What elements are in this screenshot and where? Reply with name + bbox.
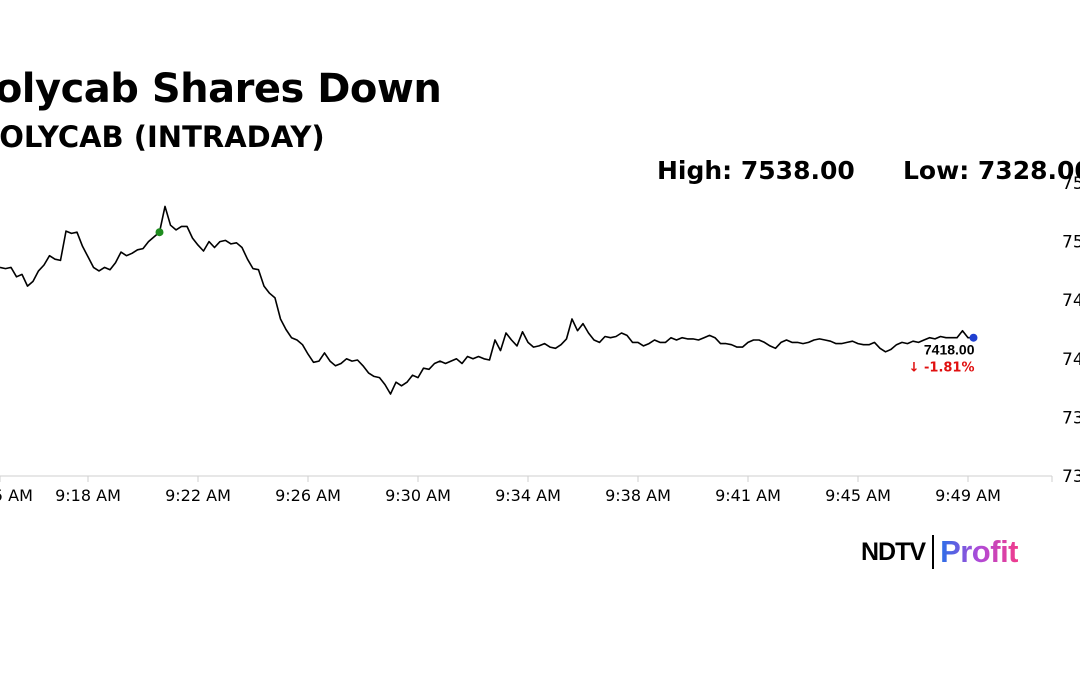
change-percent-label: ↓ -1.81% bbox=[909, 361, 975, 376]
price-series-line bbox=[0, 205, 974, 395]
x-tick-label: 9:45 AM bbox=[825, 486, 891, 505]
high-point-marker bbox=[155, 228, 164, 237]
x-tick-label: 9:22 AM bbox=[165, 486, 231, 505]
logo-ndtv-text: NDTV bbox=[861, 537, 926, 566]
y-tick-label: 7550 bbox=[1062, 174, 1080, 194]
x-tick-label: 9:49 AM bbox=[935, 486, 1001, 505]
y-tick-label: 7300 bbox=[1062, 467, 1080, 487]
x-tick-label: 9:30 AM bbox=[385, 486, 451, 505]
x-tick-label: 9:15 AM bbox=[0, 486, 33, 505]
y-tick-label: 7450 bbox=[1062, 291, 1080, 311]
last-price-marker bbox=[969, 333, 978, 342]
y-tick-label: 7500 bbox=[1062, 233, 1080, 253]
x-tick-label: 9:41 AM bbox=[715, 486, 781, 505]
last-price-label: 7418.00 bbox=[924, 342, 975, 358]
y-tick-label: 7350 bbox=[1062, 408, 1080, 428]
x-tick-label: 9:38 AM bbox=[605, 486, 671, 505]
chart-title: Polycab Shares Down bbox=[0, 66, 442, 112]
high-stat: High: 7538.00 bbox=[657, 156, 855, 185]
ndtv-profit-logo: NDTV Profit bbox=[861, 532, 1018, 572]
y-tick-label: 7400 bbox=[1062, 350, 1080, 370]
chart-subtitle: POLYCAB (INTRADAY) bbox=[0, 120, 325, 154]
low-stat: Low: 7328.00 bbox=[903, 156, 1080, 185]
x-tick-label: 9:18 AM bbox=[55, 486, 121, 505]
logo-separator bbox=[932, 535, 935, 569]
logo-profit-text: Profit bbox=[940, 534, 1018, 569]
x-tick-label: 9:26 AM bbox=[275, 486, 341, 505]
x-tick-label: 9:34 AM bbox=[495, 486, 561, 505]
